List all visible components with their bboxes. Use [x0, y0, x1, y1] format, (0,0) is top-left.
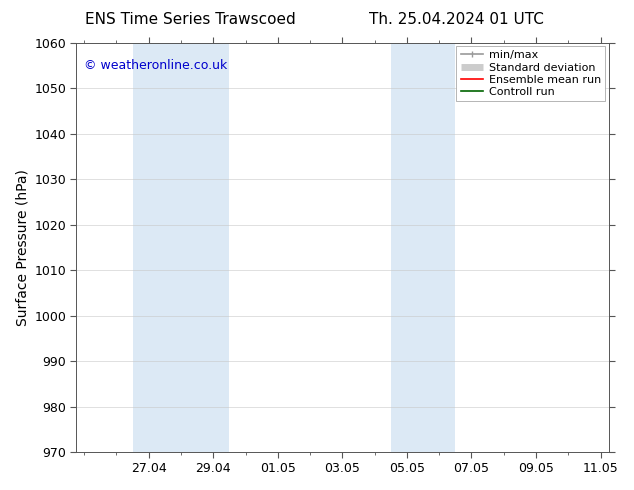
- Y-axis label: Surface Pressure (hPa): Surface Pressure (hPa): [15, 169, 29, 326]
- Text: Th. 25.04.2024 01 UTC: Th. 25.04.2024 01 UTC: [369, 12, 544, 27]
- Bar: [133, 43, 197, 452]
- Text: ENS Time Series Trawscoed: ENS Time Series Trawscoed: [85, 12, 295, 27]
- Bar: [391, 43, 423, 452]
- Text: © weatheronline.co.uk: © weatheronline.co.uk: [84, 59, 228, 72]
- Legend: min/max, Standard deviation, Ensemble mean run, Controll run: min/max, Standard deviation, Ensemble me…: [456, 46, 605, 101]
- Bar: [197, 43, 230, 452]
- Bar: [423, 43, 455, 452]
